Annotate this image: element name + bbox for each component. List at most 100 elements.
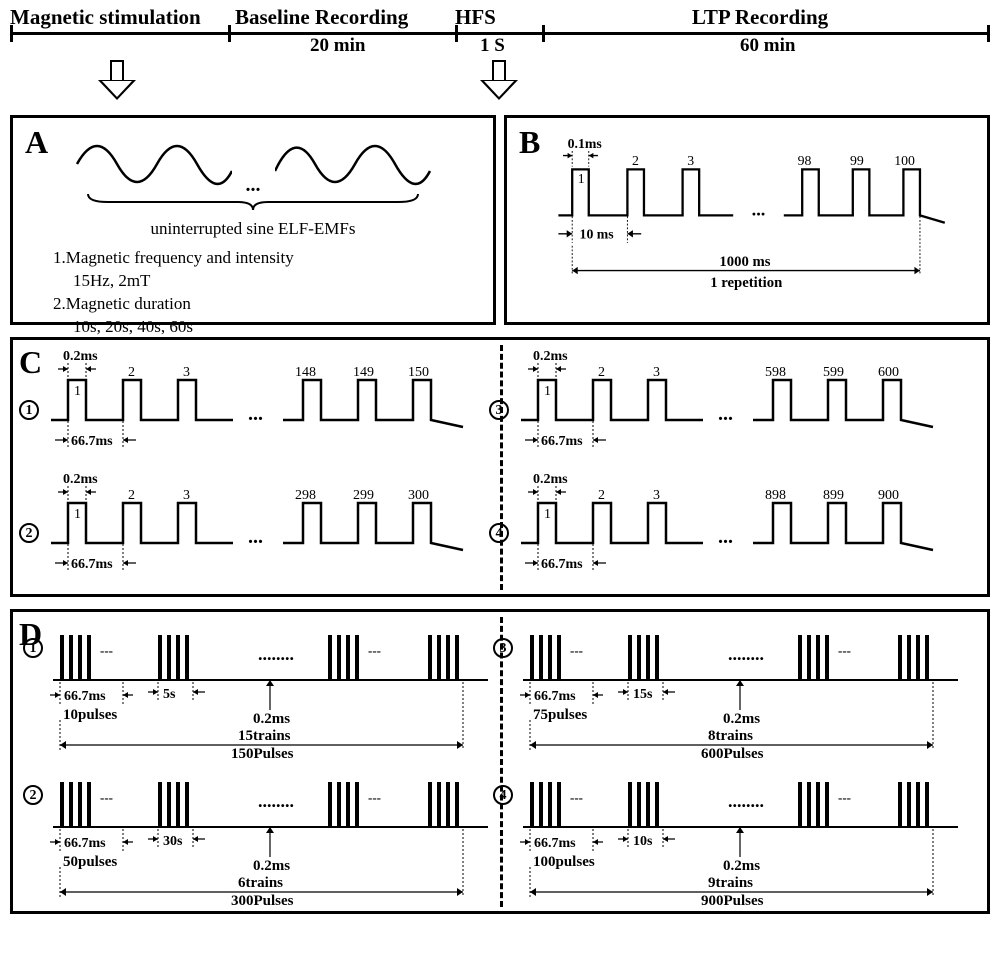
svg-text:---: --- xyxy=(570,643,583,658)
svg-text:0.2ms: 0.2ms xyxy=(253,858,290,874)
circled-number: 1 xyxy=(19,400,39,420)
circled-number: 2 xyxy=(23,785,43,805)
burst-train-row: 1 ------ ........ 66.7ms 10pulses 5s 0.2… xyxy=(48,620,503,765)
svg-text:66.7ms: 66.7ms xyxy=(64,836,106,851)
svg-text:0.2ms: 0.2ms xyxy=(533,349,568,364)
svg-text:...: ... xyxy=(718,526,733,548)
svg-text:10 ms: 10 ms xyxy=(580,226,615,241)
svg-text:900: 900 xyxy=(878,488,899,503)
svg-text:66.7ms: 66.7ms xyxy=(64,689,106,704)
list-item: 10s, 20s, 40s, 60s xyxy=(73,316,483,339)
svg-text:300Pulses: 300Pulses xyxy=(231,893,294,909)
svg-text:5s: 5s xyxy=(163,687,176,702)
panel-c: C 1 ... 0.2ms 1 2 3 148 149 150 66.7ms 2… xyxy=(10,337,990,597)
svg-text:66.7ms: 66.7ms xyxy=(71,434,113,449)
circled-number: 3 xyxy=(489,400,509,420)
svg-text:0.1ms: 0.1ms xyxy=(568,136,603,151)
svg-text:600Pulses: 600Pulses xyxy=(701,746,764,762)
svg-text:---: --- xyxy=(368,643,381,658)
svg-text:900Pulses: 900Pulses xyxy=(701,893,764,909)
svg-text:66.7ms: 66.7ms xyxy=(541,434,583,449)
pulse-train-row: 2 ... 0.2ms 1 2 3 298 299 300 66.7ms xyxy=(43,468,503,588)
circled-number: 4 xyxy=(493,785,513,805)
svg-text:---: --- xyxy=(838,790,851,805)
brace xyxy=(23,192,483,217)
svg-text:3: 3 xyxy=(653,488,660,503)
svg-text:100pulses: 100pulses xyxy=(533,854,595,870)
panel-b: B ... 0.1ms 1 2 3 98 99 xyxy=(504,115,990,325)
svg-text:0.2ms: 0.2ms xyxy=(63,472,98,487)
svg-text:3: 3 xyxy=(687,153,694,168)
svg-text:66.7ms: 66.7ms xyxy=(71,557,113,572)
panel-letter: C xyxy=(19,344,42,381)
svg-text:298: 298 xyxy=(295,488,316,503)
list-item: 2.Magnetic duration xyxy=(53,293,483,316)
svg-text:........: ........ xyxy=(258,644,294,664)
svg-text:0.2ms: 0.2ms xyxy=(253,711,290,727)
row-ab: A ... uninterrupted sine ELF-EMFs 1.Magn… xyxy=(10,115,990,325)
svg-text:1: 1 xyxy=(74,384,81,399)
svg-text:150Pulses: 150Pulses xyxy=(231,746,294,762)
burst-train-row: 3 ------ ........ 66.7ms 75pulses 15s 0.… xyxy=(518,620,973,765)
svg-text:15trains: 15trains xyxy=(238,728,291,744)
sine-wave: ... xyxy=(23,136,483,197)
svg-text:1: 1 xyxy=(544,507,551,522)
circled-number: 2 xyxy=(19,523,39,543)
circled-number: 3 xyxy=(493,638,513,658)
timeline: Magnetic stimulation Baseline Recording … xyxy=(10,5,990,105)
svg-text:3: 3 xyxy=(183,488,190,503)
svg-text:...: ... xyxy=(248,403,263,425)
panel-a-caption: uninterrupted sine ELF-EMFs xyxy=(23,219,483,239)
timeline-labels: Magnetic stimulation Baseline Recording … xyxy=(10,5,990,30)
arrow-down-icon xyxy=(480,60,518,102)
pulse-train-row: 3 ... 0.2ms 1 2 3 598 599 600 66.7ms xyxy=(513,345,973,465)
svg-text:299: 299 xyxy=(353,488,374,503)
svg-text:899: 899 xyxy=(823,488,844,503)
svg-text:10pulses: 10pulses xyxy=(63,707,117,723)
svg-text:........: ........ xyxy=(728,791,764,811)
svg-text:898: 898 xyxy=(765,488,786,503)
figure-root: Magnetic stimulation Baseline Recording … xyxy=(0,0,1000,978)
svg-text:150: 150 xyxy=(408,365,429,380)
duration-label: 1 S xyxy=(480,35,505,57)
svg-text:6trains: 6trains xyxy=(238,875,283,891)
svg-text:66.7ms: 66.7ms xyxy=(534,836,576,851)
burst-train-row: 2 ------ ........ 66.7ms 50pulses 30s 0.… xyxy=(48,767,503,912)
duration-label: 60 min xyxy=(740,35,795,57)
svg-text:148: 148 xyxy=(295,365,316,380)
svg-text:---: --- xyxy=(100,643,113,658)
svg-text:1: 1 xyxy=(544,384,551,399)
svg-text:149: 149 xyxy=(353,365,374,380)
svg-text:---: --- xyxy=(570,790,583,805)
panel-letter: A xyxy=(25,124,48,161)
panel-a: A ... uninterrupted sine ELF-EMFs 1.Magn… xyxy=(10,115,496,325)
svg-text:1 repetition: 1 repetition xyxy=(710,275,782,291)
svg-text:98: 98 xyxy=(798,153,812,168)
list-item: 15Hz, 2mT xyxy=(73,270,483,293)
svg-text:100: 100 xyxy=(894,153,915,168)
svg-text:---: --- xyxy=(838,643,851,658)
svg-text:---: --- xyxy=(368,790,381,805)
svg-text:0.2ms: 0.2ms xyxy=(723,711,760,727)
panel-a-list: 1.Magnetic frequency and intensity 15Hz,… xyxy=(53,247,483,339)
pulse-train-row: 1 ... 0.2ms 1 2 3 148 149 150 66.7ms xyxy=(43,345,503,465)
svg-text:2: 2 xyxy=(128,365,135,380)
circled-number: 1 xyxy=(23,638,43,658)
duration-label: 20 min xyxy=(310,35,365,57)
svg-text:...: ... xyxy=(248,526,263,548)
svg-text:66.7ms: 66.7ms xyxy=(541,557,583,572)
panel-letter: B xyxy=(519,124,540,161)
svg-text:3: 3 xyxy=(653,365,660,380)
phase-label: Baseline Recording xyxy=(235,5,455,30)
svg-text:99: 99 xyxy=(850,153,864,168)
svg-text:598: 598 xyxy=(765,365,786,380)
svg-text:599: 599 xyxy=(823,365,844,380)
svg-text:10s: 10s xyxy=(633,834,653,849)
svg-text:0.2ms: 0.2ms xyxy=(723,858,760,874)
svg-text:2: 2 xyxy=(598,365,605,380)
svg-text:300: 300 xyxy=(408,488,429,503)
svg-text:75pulses: 75pulses xyxy=(533,707,587,723)
svg-text:2: 2 xyxy=(632,153,639,168)
svg-text:3: 3 xyxy=(183,365,190,380)
svg-text:600: 600 xyxy=(878,365,899,380)
